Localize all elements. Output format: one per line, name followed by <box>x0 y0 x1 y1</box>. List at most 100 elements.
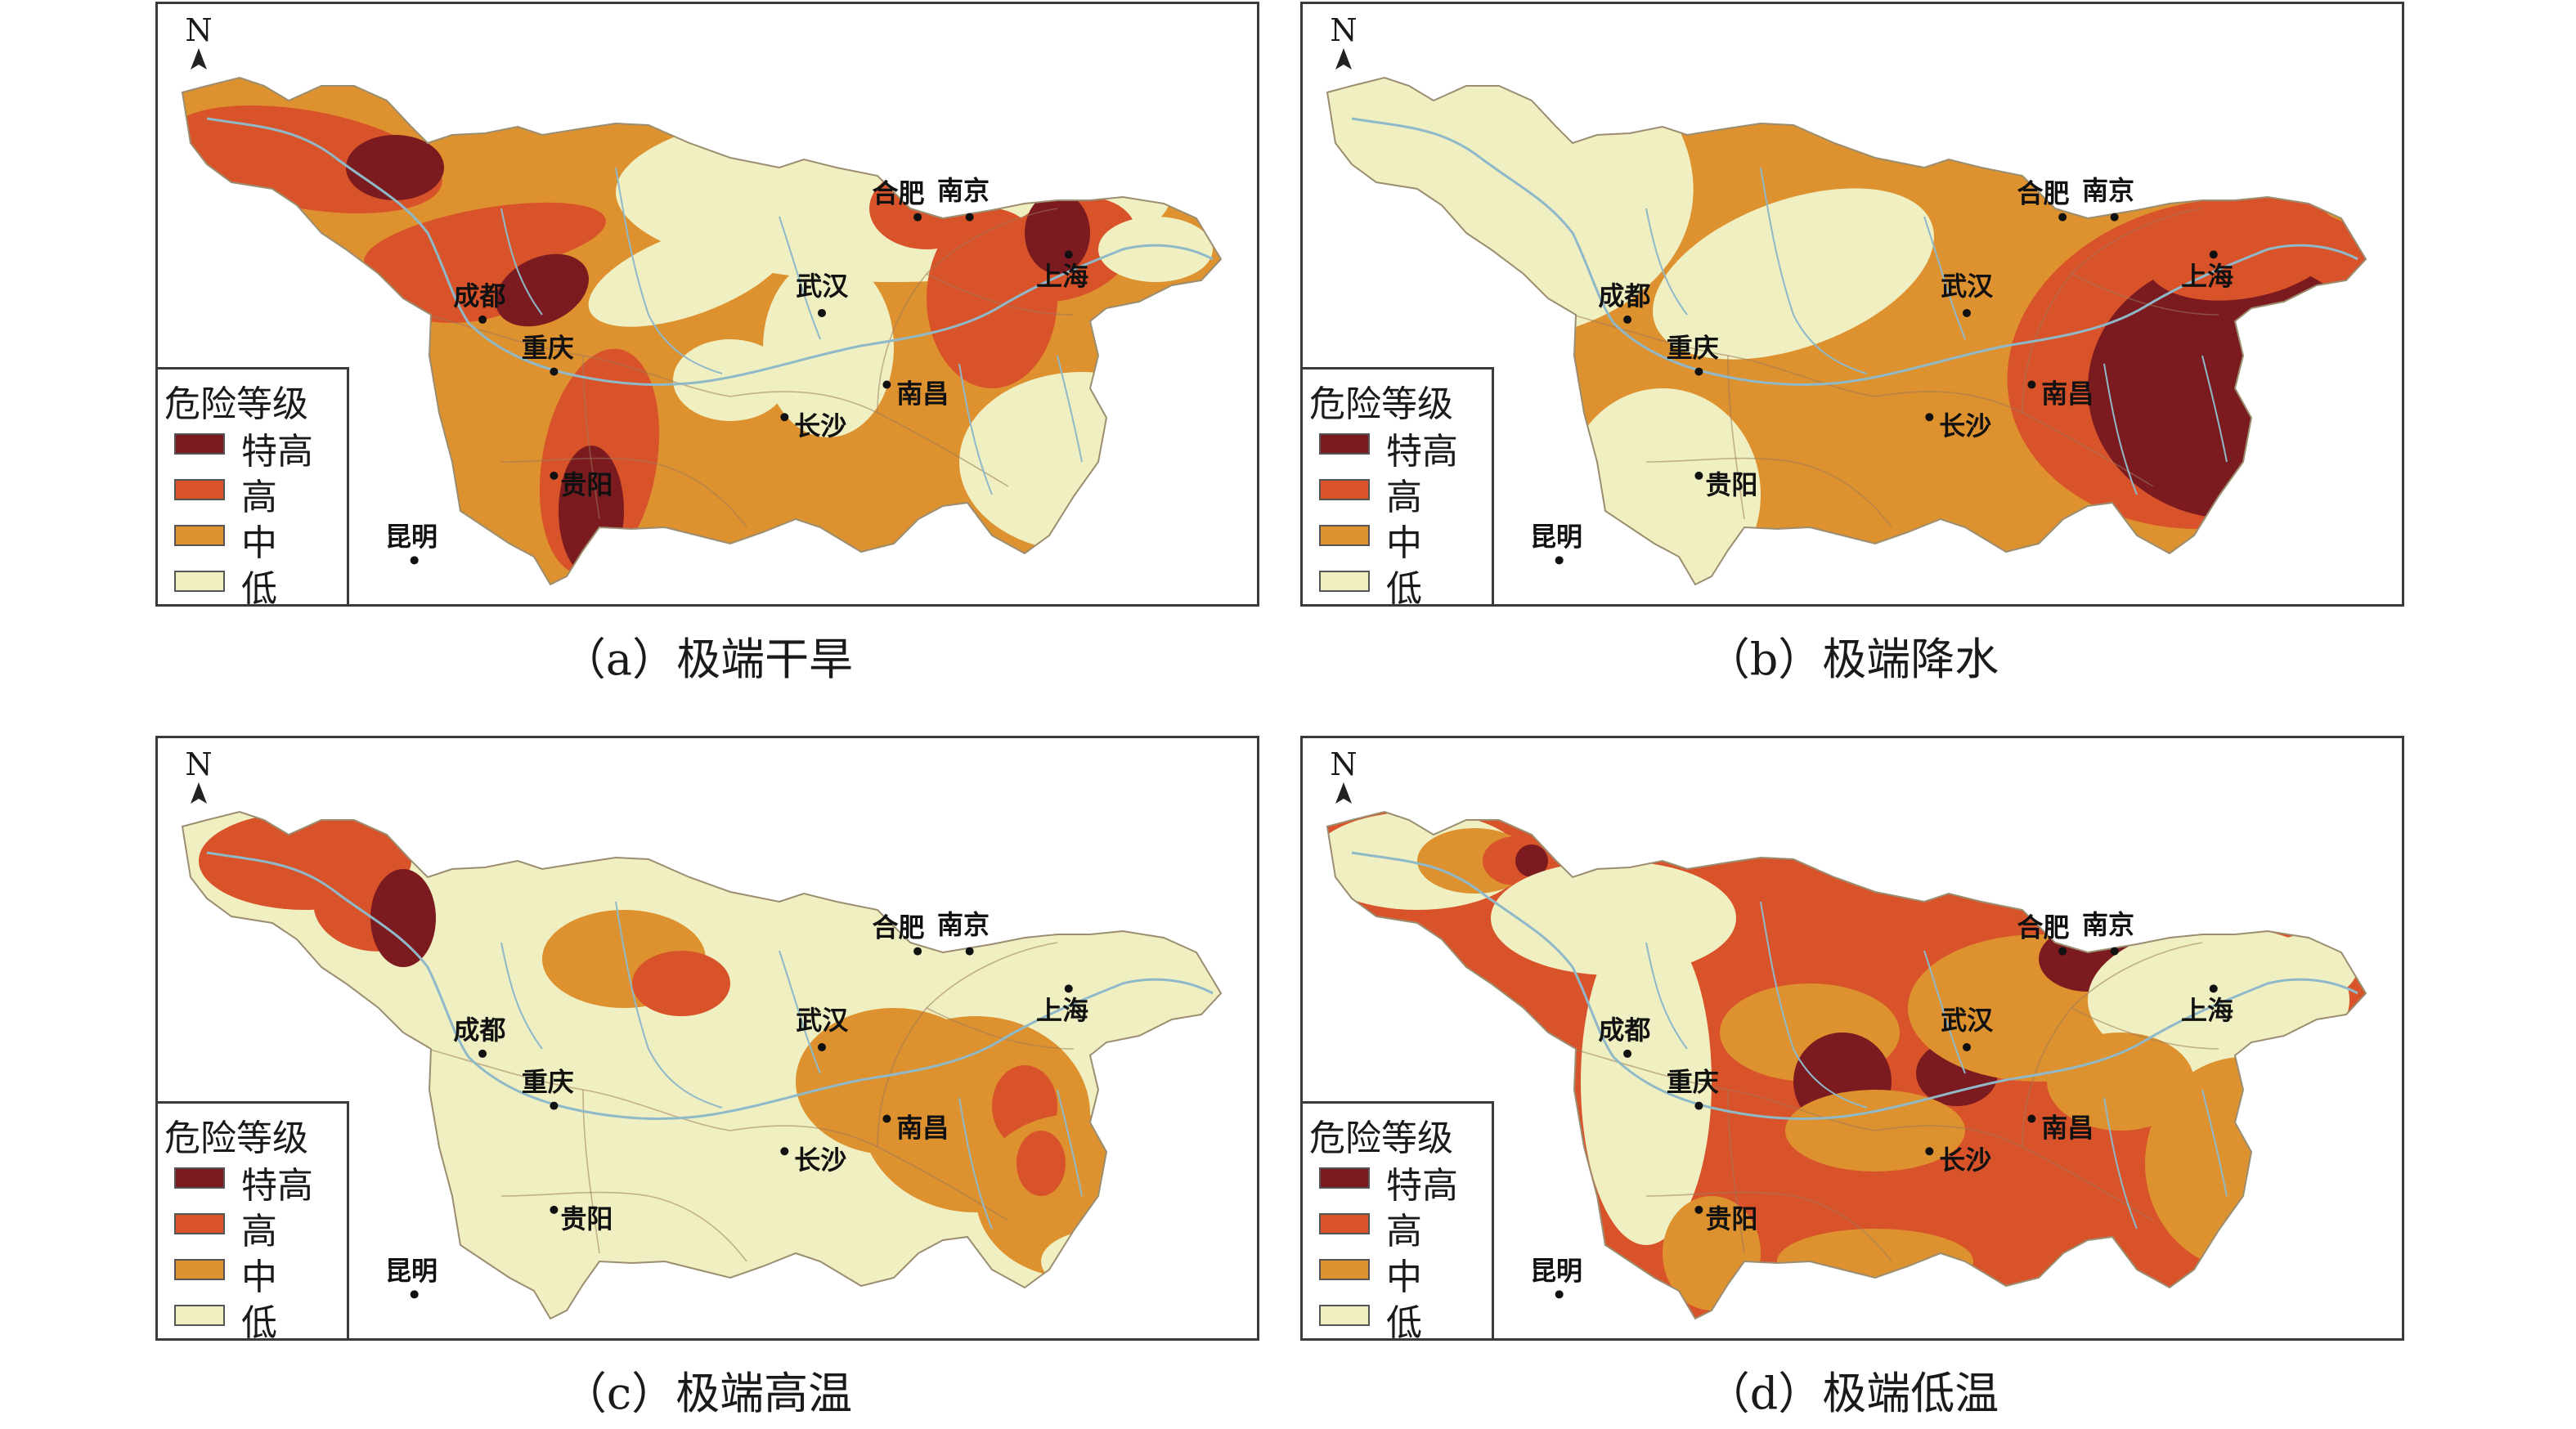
river <box>779 950 821 1074</box>
city-label-kunming: 昆明 <box>385 1255 438 1286</box>
city-marker <box>2027 1114 2036 1123</box>
city-marker <box>550 1205 559 1214</box>
city-marker <box>1694 367 1703 376</box>
city-marker <box>1925 1147 1934 1156</box>
legend-swatch <box>1319 479 1370 500</box>
city-marker <box>780 413 789 422</box>
city-marker <box>1694 1101 1703 1110</box>
hazard-zone-low <box>1041 1229 1172 1294</box>
legend-title: 危险等级 <box>164 1118 308 1159</box>
hazard-zone-high <box>632 951 730 1016</box>
province-border <box>926 1007 1075 1050</box>
city-label-kunming: 昆明 <box>385 521 438 552</box>
north-label: N <box>1330 746 1358 782</box>
city-marker <box>2209 984 2218 993</box>
city-marker <box>817 308 826 317</box>
city-marker <box>780 1147 789 1156</box>
legend-label: 低 <box>1386 568 1422 607</box>
river <box>500 942 543 1050</box>
legend-swatch <box>1319 433 1370 455</box>
city-label-guiyang: 贵阳 <box>560 1203 613 1234</box>
city-marker <box>2110 213 2119 222</box>
panel-caption: （c）极端高温 <box>562 1368 853 1419</box>
river <box>2201 1089 2228 1197</box>
river <box>1351 117 2358 387</box>
legend: 危险等级 特高高中低 <box>158 367 349 604</box>
legend-title: 危险等级 <box>1309 383 1453 425</box>
river <box>1923 950 1966 1074</box>
city-marker <box>410 1290 419 1299</box>
river <box>1760 167 1868 374</box>
panel-caption: （a）极端干旱 <box>561 634 854 685</box>
legend-title: 危险等级 <box>1309 1118 1453 1159</box>
city-label-shanghai: 上海 <box>2181 261 2233 292</box>
hazard-zone-low <box>588 221 791 327</box>
legend-label: 高 <box>1386 1211 1422 1252</box>
north-arrow-icon: N <box>181 748 217 809</box>
river <box>2103 363 2138 495</box>
city-label-nanchang: 南昌 <box>2041 1112 2094 1143</box>
legend-swatch <box>1319 571 1370 592</box>
city-label-changsha: 长沙 <box>1939 1145 1991 1176</box>
city-marker <box>1555 1290 1564 1299</box>
province-border <box>2071 1007 2219 1050</box>
river <box>2103 1097 2138 1230</box>
river <box>779 216 821 340</box>
province-border <box>500 457 747 528</box>
legend-label: 高 <box>1386 477 1422 518</box>
legend: 危险等级 特高高中低 <box>1303 367 1494 604</box>
city-marker <box>1064 250 1073 259</box>
north-label: N <box>185 746 213 782</box>
city-marker <box>550 471 559 480</box>
city-label-hefei: 合肥 <box>873 178 925 209</box>
city-label-wuhan: 武汉 <box>796 1005 849 1036</box>
legend-swatch <box>174 1259 225 1280</box>
city-marker <box>550 367 559 376</box>
city-label-changsha: 长沙 <box>1939 410 1991 441</box>
river <box>1923 216 1966 340</box>
basin-outline <box>181 76 1223 586</box>
city-label-chongqing: 重庆 <box>522 333 574 364</box>
legend-label: 高 <box>241 477 277 518</box>
city-label-chengdu: 成都 <box>1598 280 1650 311</box>
city-label-nanchang: 南昌 <box>2041 378 2094 409</box>
province-border <box>2071 273 2219 316</box>
city-marker <box>965 947 974 956</box>
legend-swatch <box>1319 525 1370 546</box>
city-marker <box>550 1101 559 1110</box>
panel-caption: （d）极端低温 <box>1705 1368 1999 1419</box>
province-border <box>1645 1191 1892 1262</box>
legend-swatch <box>174 479 225 500</box>
city-marker <box>478 315 487 324</box>
city-marker <box>478 1049 487 1058</box>
north-arrow-icon: N <box>1326 748 1362 809</box>
panel-caption: （b）极端降水 <box>1705 634 1999 685</box>
legend-label: 低 <box>1386 1302 1422 1341</box>
river <box>615 901 723 1109</box>
city-label-nanjing: 南京 <box>937 909 990 940</box>
hazard-zone-high <box>1016 1131 1066 1196</box>
city-marker <box>2209 250 2218 259</box>
city-marker <box>1623 315 1632 324</box>
legend-label: 特高 <box>1386 431 1458 473</box>
city-label-nanjing: 南京 <box>2082 909 2134 940</box>
legend-title: 危险等级 <box>164 383 308 425</box>
legend-swatch <box>174 1305 225 1326</box>
hazard-zone-low <box>1653 188 1934 360</box>
hazard-zone-extreme <box>346 135 444 200</box>
basin-outline <box>181 810 1223 1320</box>
hazard-zone-medium <box>976 1114 1172 1278</box>
basin-outline <box>1326 810 2367 1320</box>
city-label-hefei: 合肥 <box>2017 912 2070 943</box>
river <box>1645 942 1688 1050</box>
legend-label: 中 <box>241 522 277 564</box>
river <box>1057 1089 1083 1197</box>
city-label-chongqing: 重庆 <box>522 1067 574 1098</box>
river <box>206 851 1214 1121</box>
city-label-changsha: 长沙 <box>794 1145 846 1176</box>
province-border <box>500 1191 747 1262</box>
city-marker <box>1694 1205 1703 1214</box>
